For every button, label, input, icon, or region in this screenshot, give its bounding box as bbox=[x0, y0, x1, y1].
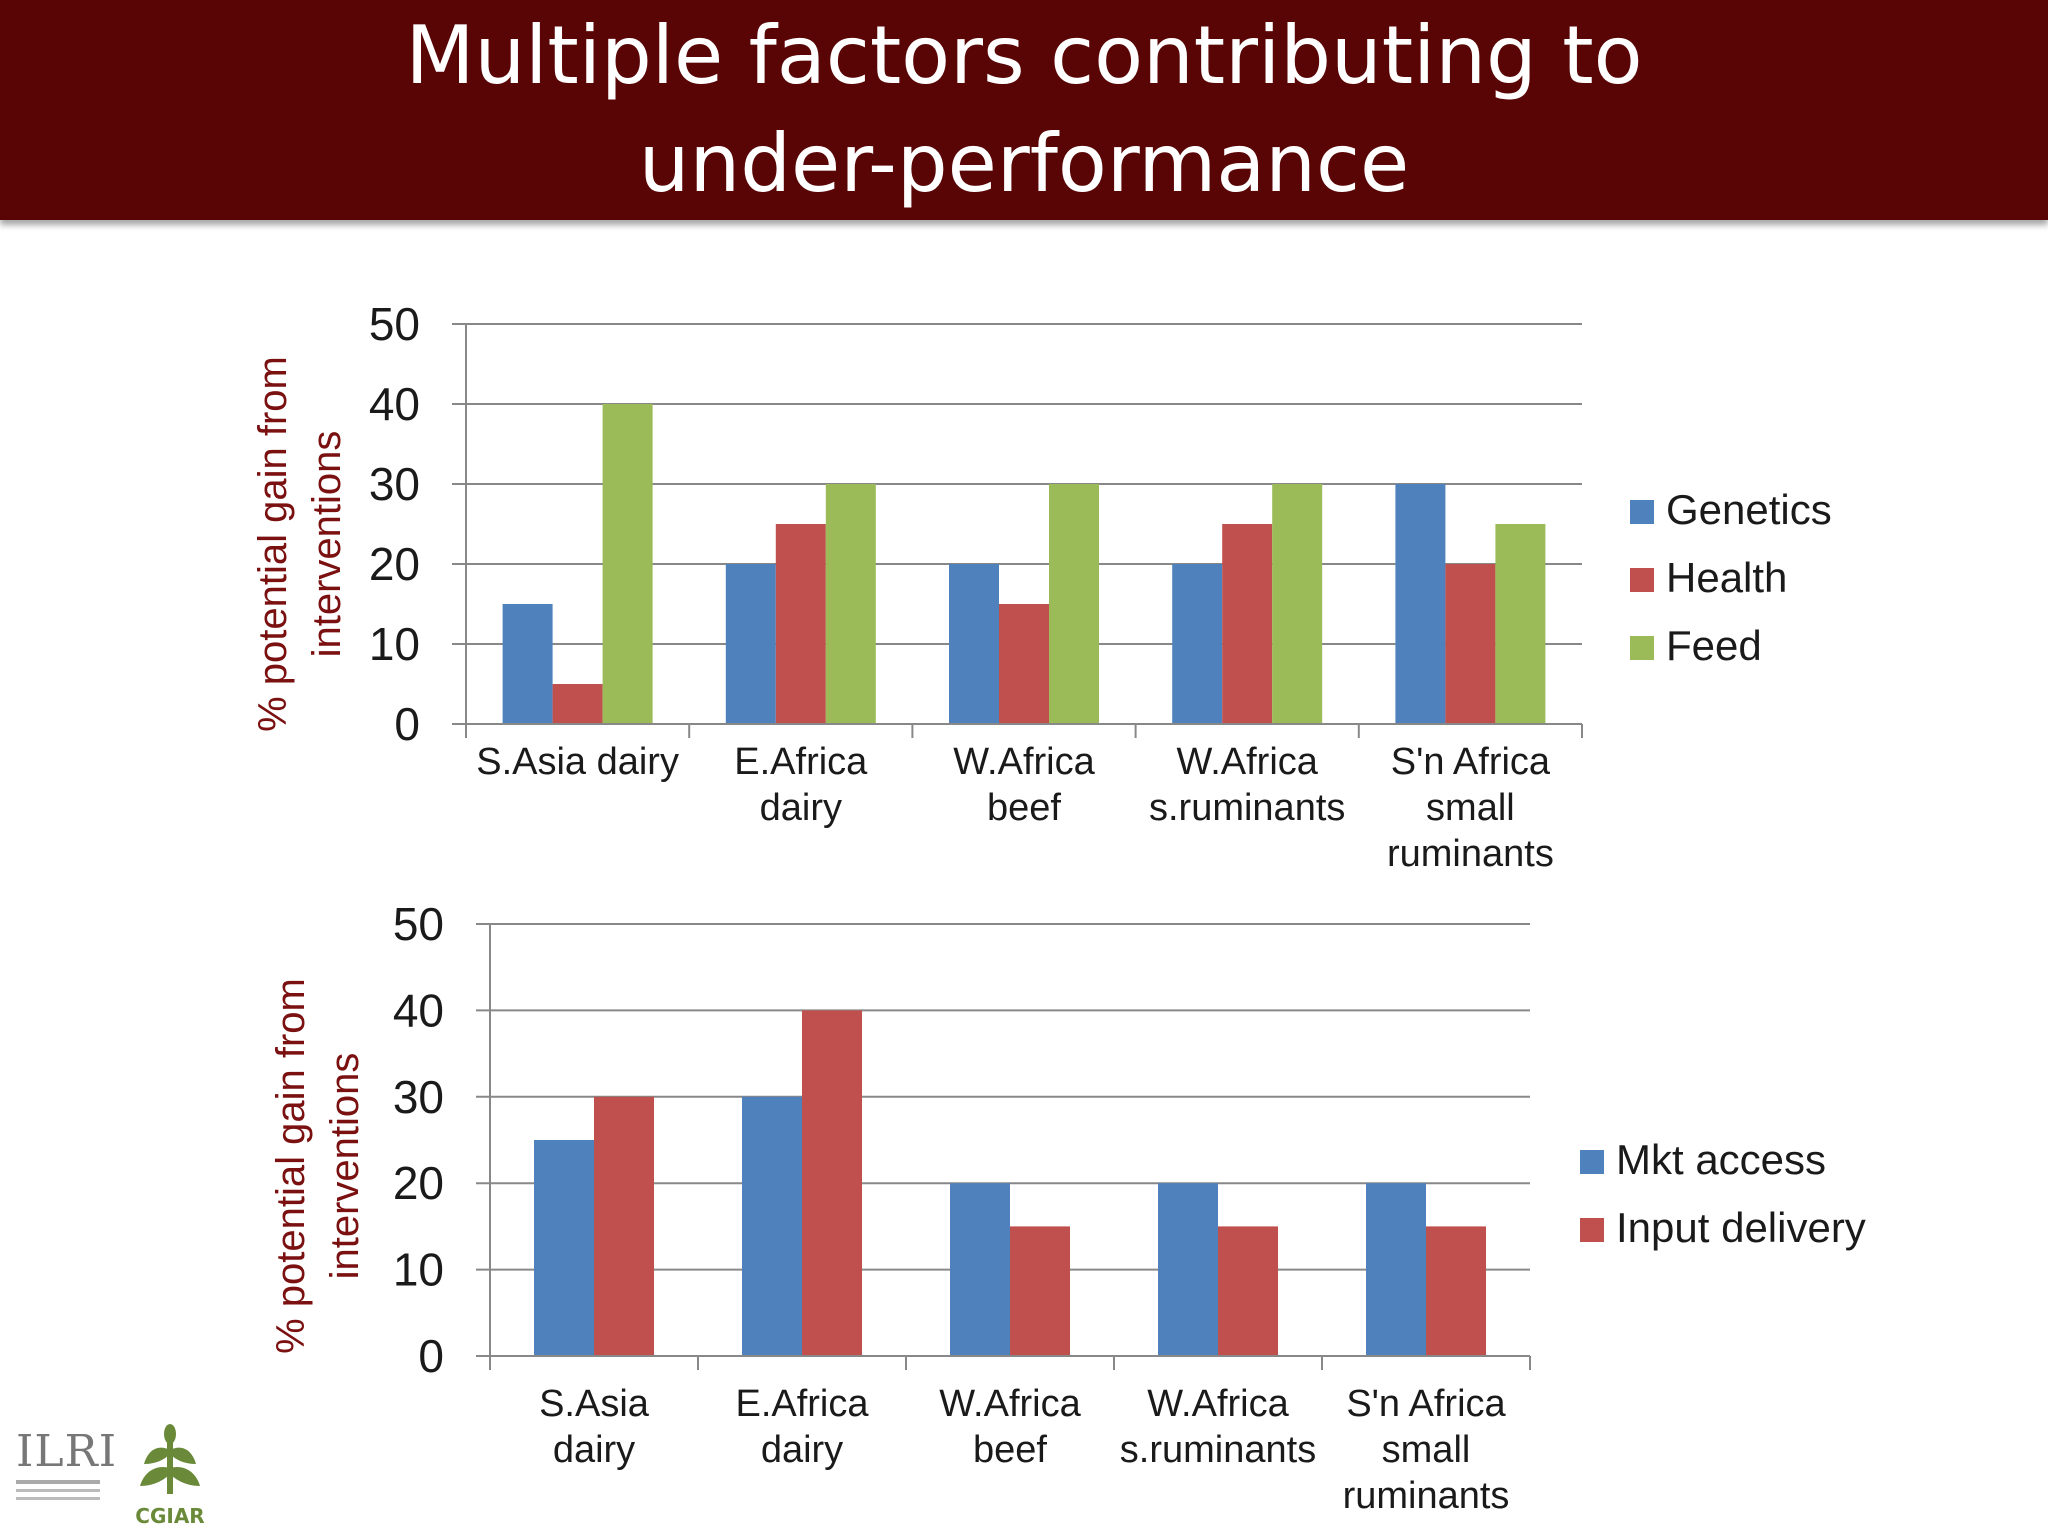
bar-health bbox=[1445, 564, 1496, 724]
category-label: W.Africa bbox=[1176, 741, 1318, 783]
category-label: W.Africa bbox=[1147, 1383, 1289, 1425]
category-label: dairy bbox=[760, 787, 842, 829]
y-axis-title: % potential gain from interventions bbox=[251, 356, 349, 732]
legend-swatch bbox=[1630, 568, 1654, 592]
slide-title-line-1: Multiple factors contributing to bbox=[405, 9, 1643, 102]
y-tick-label: 20 bbox=[369, 538, 420, 590]
y-axis-title-line: % potential gain from bbox=[269, 978, 313, 1354]
bar-mkt-access bbox=[1158, 1183, 1218, 1356]
bar-input-delivery bbox=[1426, 1226, 1486, 1356]
y-axis-title: % potential gain from interventions bbox=[269, 978, 367, 1354]
ilri-logo-text: ILRI bbox=[16, 1426, 118, 1477]
category-label: E.Africa bbox=[734, 741, 868, 783]
bar-genetics bbox=[1172, 564, 1223, 724]
category-label: small bbox=[1382, 1429, 1471, 1471]
category-label: S'n Africa bbox=[1391, 741, 1551, 783]
category-label: S.Asia dairy bbox=[476, 741, 679, 783]
bar-genetics bbox=[725, 564, 776, 724]
legend-label: Input delivery bbox=[1616, 1204, 1866, 1251]
bar-mkt-access bbox=[742, 1096, 802, 1356]
slide-title-line-2: under-performance bbox=[638, 117, 1410, 210]
y-axis-title-line: % potential gain from bbox=[251, 356, 295, 732]
category-label: small bbox=[1426, 787, 1515, 829]
category-label: ruminants bbox=[1343, 1475, 1510, 1517]
y-axis-title-line: interventions bbox=[305, 431, 349, 658]
bar-input-delivery bbox=[802, 1010, 862, 1356]
category-label: beef bbox=[973, 1429, 1047, 1471]
y-tick-label: 50 bbox=[369, 298, 420, 350]
y-axis-title-line: interventions bbox=[323, 1053, 367, 1280]
bar-mkt-access bbox=[1366, 1183, 1426, 1356]
category-label: S.Asia bbox=[539, 1383, 650, 1425]
bar-health bbox=[775, 524, 826, 724]
category-label: E.Africa bbox=[735, 1383, 869, 1425]
ilri-logo-tagline bbox=[16, 1480, 100, 1484]
bar-feed bbox=[825, 484, 876, 724]
bar-health bbox=[1222, 524, 1273, 724]
bar-mkt-access bbox=[534, 1140, 594, 1356]
category-label: W.Africa bbox=[953, 741, 1095, 783]
cgiar-logo-text: CGIAR bbox=[135, 1504, 205, 1528]
bar-genetics bbox=[502, 604, 553, 724]
legend-swatch bbox=[1630, 636, 1654, 660]
bar-feed bbox=[1049, 484, 1099, 724]
y-tick-label: 40 bbox=[369, 378, 420, 430]
category-label: ruminants bbox=[1387, 833, 1554, 875]
legend-swatch bbox=[1580, 1218, 1604, 1242]
category-label: beef bbox=[987, 787, 1061, 829]
cgiar-logo: CGIAR bbox=[128, 1420, 212, 1530]
y-tick-label: 0 bbox=[394, 698, 420, 750]
legend-swatch bbox=[1630, 500, 1654, 524]
chart-market-factors: 01020304050S.AsiadairyE.AfricadairyW.Afr… bbox=[269, 898, 1866, 1517]
bar-genetics bbox=[1395, 484, 1446, 724]
category-label: W.Africa bbox=[939, 1383, 1081, 1425]
y-tick-label: 0 bbox=[418, 1330, 444, 1382]
legend-label: Health bbox=[1666, 554, 1787, 601]
bar-health bbox=[552, 684, 603, 724]
ilri-logo: ILRI bbox=[16, 1426, 118, 1516]
legend-swatch bbox=[1580, 1150, 1604, 1174]
category-label: dairy bbox=[761, 1429, 843, 1471]
legend-label: Mkt access bbox=[1616, 1136, 1826, 1183]
category-label: S'n Africa bbox=[1346, 1383, 1506, 1425]
ilri-logo-tagline-2 bbox=[16, 1489, 100, 1492]
bar-genetics bbox=[949, 564, 999, 724]
y-tick-label: 10 bbox=[393, 1244, 444, 1296]
category-label: s.ruminants bbox=[1120, 1429, 1316, 1471]
bar-mkt-access bbox=[950, 1183, 1010, 1356]
y-tick-label: 30 bbox=[393, 1071, 444, 1123]
legend-label: Feed bbox=[1666, 622, 1762, 669]
y-tick-label: 50 bbox=[393, 898, 444, 950]
bar-input-delivery bbox=[1218, 1226, 1278, 1356]
category-label: dairy bbox=[553, 1429, 635, 1471]
bar-feed bbox=[1495, 524, 1546, 724]
title-bar: Multiple factors contributing to under-p… bbox=[0, 0, 2048, 220]
y-tick-label: 30 bbox=[369, 458, 420, 510]
category-label: s.ruminants bbox=[1149, 787, 1345, 829]
bar-feed bbox=[602, 404, 653, 724]
cgiar-wheat-icon bbox=[140, 1424, 200, 1494]
bar-feed bbox=[1272, 484, 1323, 724]
legend-label: Genetics bbox=[1666, 486, 1832, 533]
y-tick-label: 10 bbox=[369, 618, 420, 670]
y-tick-label: 20 bbox=[393, 1157, 444, 1209]
bar-health bbox=[999, 604, 1049, 724]
bar-input-delivery bbox=[1010, 1226, 1070, 1356]
y-tick-label: 40 bbox=[393, 984, 444, 1036]
bar-input-delivery bbox=[594, 1096, 654, 1356]
ilri-logo-tagline-3 bbox=[16, 1497, 100, 1500]
